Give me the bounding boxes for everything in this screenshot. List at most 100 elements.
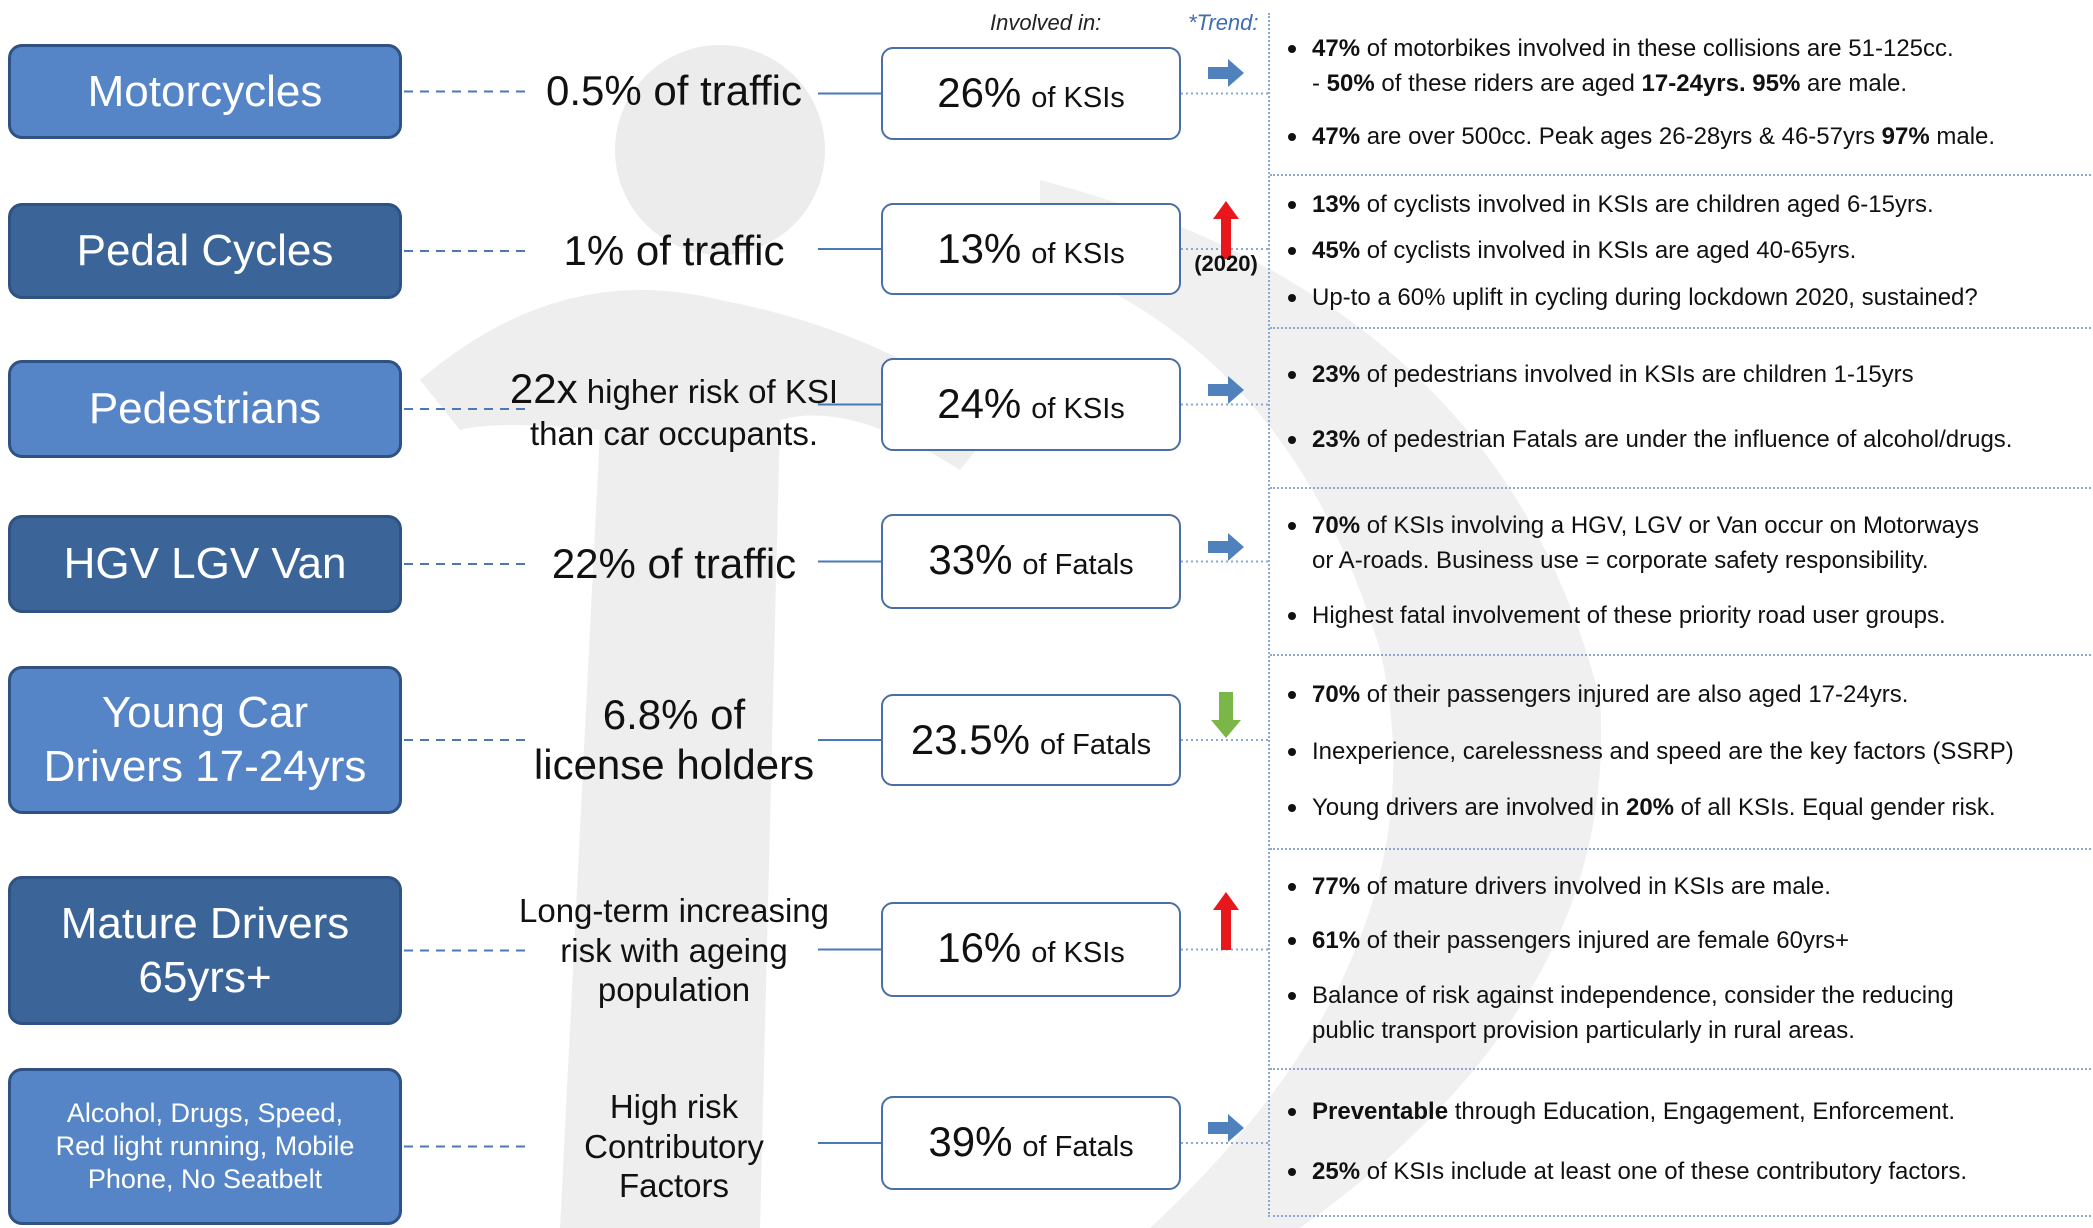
ksi-value: 23.5% <box>911 716 1030 764</box>
ksi-unit: of Fatals <box>1022 1131 1133 1164</box>
stat-line: Factors <box>619 1166 729 1206</box>
bullet: 23% of pedestrian Fatals are under the i… <box>1312 423 2093 458</box>
ksi-value: 13% <box>937 225 1021 273</box>
bullet-text: of mature drivers involved in KSIs are m… <box>1360 873 1831 900</box>
stat-segment: than car occupants. <box>530 415 818 452</box>
bullet: 47% are over 500cc. Peak ages 26-28yrs &… <box>1312 120 2093 155</box>
bullet-bold: 70% <box>1312 512 1360 539</box>
group-box: Motorcycles <box>8 44 402 139</box>
group-label: Pedal Cycles <box>77 224 334 278</box>
group-box: Alcohol, Drugs, Speed,Red light running,… <box>8 1068 402 1225</box>
stat-line: license holders <box>534 740 814 790</box>
stat-segment: Long-term increasing <box>519 892 829 929</box>
bullet-text: of their passengers injured are female 6… <box>1360 927 1849 954</box>
bullet-line: 13% of cyclists involved in KSIs are chi… <box>1312 188 2093 223</box>
stat-line: population <box>598 970 750 1010</box>
bullet-text: of pedestrians involved in KSIs are chil… <box>1360 361 1914 388</box>
bullet-text: Up-to a 60% uplift in cycling during loc… <box>1312 284 1978 311</box>
stat-line: 22% of traffic <box>552 539 796 589</box>
bullet-line: public transport provision particularly … <box>1312 1014 2093 1049</box>
trend-label: *Trend: <box>1188 10 1259 36</box>
bullet-text: male. <box>1930 123 1995 150</box>
bullet-line: or A-roads. Business use = corporate saf… <box>1312 544 2093 579</box>
involved-label: Involved in: <box>990 10 1101 36</box>
group-box: Pedestrians <box>8 360 402 458</box>
bullet-line: 61% of their passengers injured are fema… <box>1312 924 2093 959</box>
bullet-bold: 47% <box>1312 35 1360 62</box>
ksi-box: 39% of Fatals <box>881 1096 1181 1190</box>
bullet: 13% of cyclists involved in KSIs are chi… <box>1312 188 2093 223</box>
ksi-value: 33% <box>928 536 1012 584</box>
bullet-text: - <box>1312 70 1327 97</box>
bullet: Inexperience, carelessness and speed are… <box>1312 735 2093 770</box>
bullet-text: Balance of risk against independence, co… <box>1312 982 1954 1009</box>
bullet-text: or A-roads. Business use = corporate saf… <box>1312 547 1929 574</box>
trend-arrow-right <box>1208 1114 1244 1142</box>
infographic: Involved in: *Trend: 47% of motorbikes i… <box>0 0 2093 1228</box>
stat-segment: risk with ageing <box>560 932 787 969</box>
stat-segment: 1% of traffic <box>564 227 785 274</box>
bullet-line: Young drivers are involved in 20% of all… <box>1312 791 2093 826</box>
ksi-value: 39% <box>928 1118 1012 1166</box>
ksi-unit: of KSIs <box>1031 937 1125 970</box>
detail-section: 47% of motorbikes involved in these coll… <box>1270 13 2093 174</box>
bullet: 25% of KSIs include at least one of thes… <box>1312 1155 2093 1190</box>
bullet-bold: 23% <box>1312 426 1360 453</box>
bullet-bold: 45% <box>1312 237 1360 264</box>
bullet-text: of cyclists involved in KSIs are childre… <box>1360 191 1934 218</box>
bullet-bold: 25% <box>1312 1158 1360 1185</box>
stat-line: than car occupants. <box>530 414 818 454</box>
bullet-bold: 50% <box>1327 70 1375 97</box>
stat-segment: 22% of traffic <box>552 540 796 587</box>
stat-segment: Contributory <box>584 1128 764 1165</box>
trend-arrow-right <box>1208 59 1244 87</box>
ksi-value: 24% <box>937 380 1021 428</box>
stat-line: High risk <box>610 1087 738 1127</box>
bullet-text: through Education, Engagement, Enforceme… <box>1448 1098 1955 1125</box>
group-label: Motorcycles <box>88 65 323 119</box>
bullet: 47% of motorbikes involved in these coll… <box>1312 32 2093 102</box>
stat-segment: 0.5% of traffic <box>546 67 802 114</box>
bullet: 77% of mature drivers involved in KSIs a… <box>1312 870 2093 905</box>
ksi-value: 26% <box>937 69 1021 117</box>
group-box: HGV LGV Van <box>8 515 402 613</box>
bullet-line: 70% of their passengers injured are also… <box>1312 678 2093 713</box>
bullet-text: of cyclists involved in KSIs are aged 40… <box>1360 237 1856 264</box>
bullet-line: 23% of pedestrians involved in KSIs are … <box>1312 358 2093 393</box>
bullet-line: Balance of risk against independence, co… <box>1312 979 2093 1014</box>
bullet-text: of motorbikes involved in these collisio… <box>1360 35 1954 62</box>
trend-arrow-up <box>1213 892 1239 950</box>
stat-segment: population <box>598 971 750 1008</box>
ksi-box: 26% of KSIs <box>881 47 1181 140</box>
detail-section: 70% of their passengers injured are also… <box>1270 654 2093 848</box>
bullet: 70% of KSIs involving a HGV, LGV or Van … <box>1312 509 2093 579</box>
bullet-line: 45% of cyclists involved in KSIs are age… <box>1312 234 2093 269</box>
ksi-box: 13%of KSIs <box>881 203 1181 295</box>
bullet: Highest fatal involvement of these prior… <box>1312 599 2093 634</box>
stat-segment: Factors <box>619 1167 729 1204</box>
ksi-box: 16%of KSIs <box>881 902 1181 997</box>
bullet-line: 70% of KSIs involving a HGV, LGV or Van … <box>1312 509 2093 544</box>
detail-section: 13% of cyclists involved in KSIs are chi… <box>1270 174 2093 327</box>
group-label: HGV LGV Van <box>64 537 347 591</box>
ksi-unit: of KSIs <box>1031 82 1125 115</box>
bullet: 45% of cyclists involved in KSIs are age… <box>1312 234 2093 269</box>
trend-arrow-right <box>1208 533 1244 561</box>
detail-section: Preventable through Education, Engagemen… <box>1270 1068 2093 1215</box>
group-label: 65yrs+ <box>138 951 271 1005</box>
bullet-line: 47% of motorbikes involved in these coll… <box>1312 32 2093 67</box>
stat-segment: license holders <box>534 741 814 788</box>
bullet-line: Preventable through Education, Engagemen… <box>1312 1095 2093 1130</box>
stat-line: 6.8% of <box>603 690 745 740</box>
ksi-unit: of KSIs <box>1031 393 1125 426</box>
stat-segment: higher risk of KSI <box>578 373 838 410</box>
bullet-text: public transport provision particularly … <box>1312 1017 1855 1044</box>
ksi-unit: of Fatals <box>1040 729 1151 762</box>
bullet-line: Inexperience, carelessness and speed are… <box>1312 735 2093 770</box>
bullet-bold: 13% <box>1312 191 1360 218</box>
